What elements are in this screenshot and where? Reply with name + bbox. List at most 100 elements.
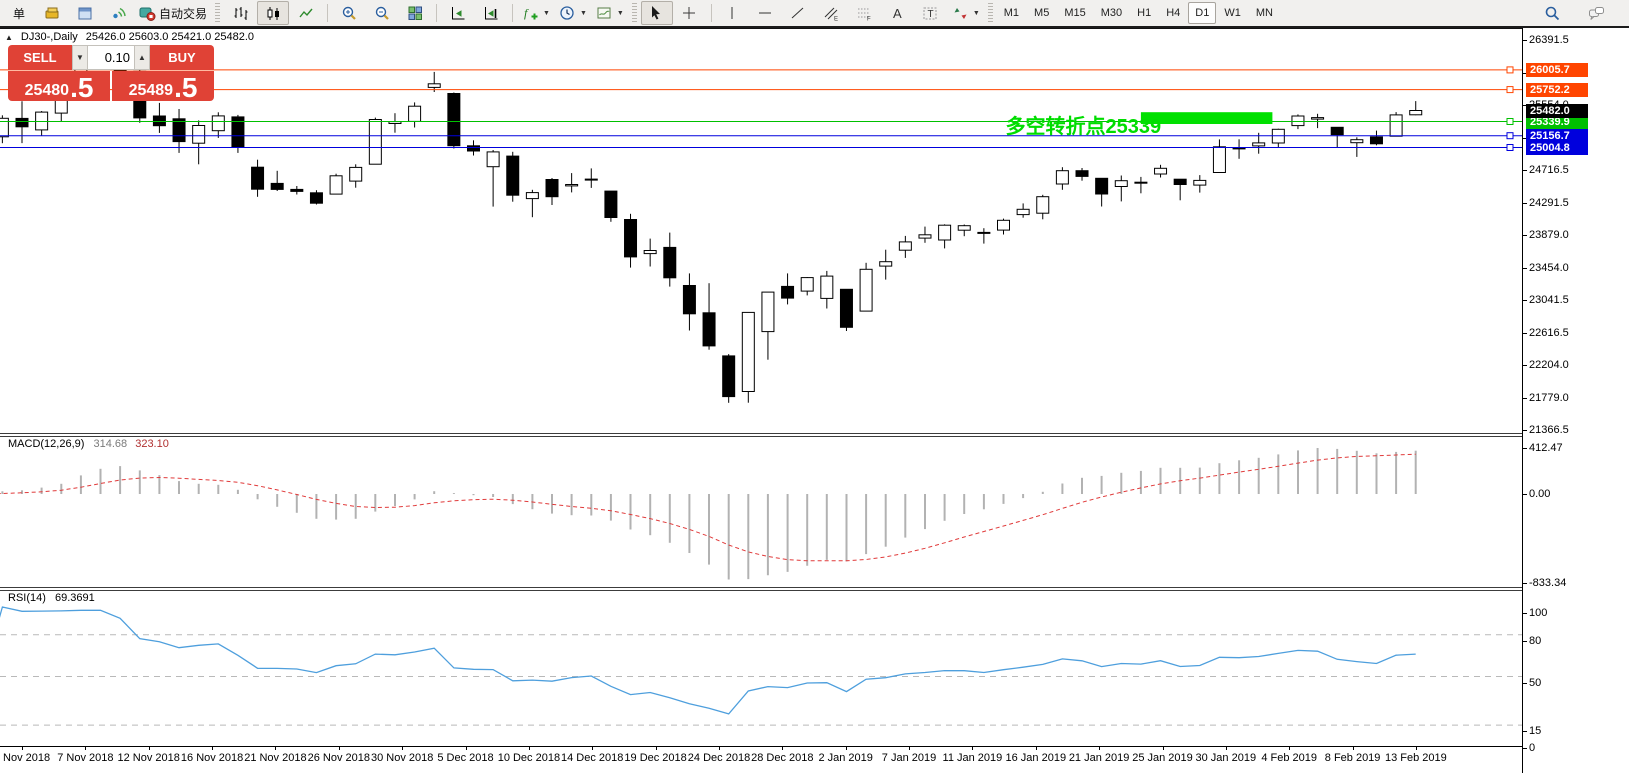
rsi-axis-label: 0 xyxy=(1529,742,1536,754)
timeframe-m15-button[interactable]: M15 xyxy=(1064,7,1086,19)
price-tick-label: 21779.0 xyxy=(1529,391,1569,404)
rsi-indicator-label: RSI(14) 69.3691 xyxy=(8,592,95,604)
signal-icon[interactable] xyxy=(102,1,134,25)
new-order-button[interactable]: 单 xyxy=(3,1,35,25)
date-tick-mark xyxy=(655,747,657,750)
arrows-icon[interactable]: ▼ xyxy=(948,1,984,25)
axis-tick-mark xyxy=(1523,613,1527,614)
chart-template-icon[interactable]: ▼ xyxy=(592,1,628,25)
chart-shift-icon[interactable] xyxy=(475,1,507,25)
date-label: 21 Nov 2018 xyxy=(244,752,307,764)
axis-tick-mark xyxy=(1523,267,1527,269)
rsi-axis-label: 50 xyxy=(1529,676,1542,689)
axis-tick-mark xyxy=(1523,169,1527,171)
date-label: 25 Jan 2019 xyxy=(1132,752,1193,764)
macd-indicator-label: MACD(12,26,9) 314.68 323.10 xyxy=(8,438,169,450)
date-tick-mark xyxy=(1415,747,1417,750)
date-tick-mark xyxy=(22,747,23,750)
autotrading-button[interactable]: 自动交易 xyxy=(135,1,211,25)
macd-main-value: 314.68 xyxy=(93,438,128,450)
periods-clock-icon[interactable]: ▼ xyxy=(555,1,591,25)
chat-icon[interactable] xyxy=(1580,1,1612,25)
date-label: 24 Dec 2018 xyxy=(687,752,751,764)
toolbar-grip xyxy=(215,3,221,23)
timeframe-w1-button[interactable]: W1 xyxy=(1224,7,1241,19)
text-label-icon[interactable]: T xyxy=(915,1,947,25)
svg-text:f: f xyxy=(524,6,529,20)
bar-chart-icon[interactable] xyxy=(224,1,256,25)
volume-input[interactable] xyxy=(88,46,134,69)
tile-windows-icon[interactable] xyxy=(399,1,431,25)
timeframe-m30-button[interactable]: M30 xyxy=(1100,7,1123,19)
line-chart-icon[interactable] xyxy=(290,1,322,25)
date-label: 2 Jan 2019 xyxy=(818,752,873,764)
date-label: 8 Feb 2019 xyxy=(1324,752,1381,764)
search-icon[interactable] xyxy=(1536,1,1568,25)
buy-price[interactable]: 25489 .5 xyxy=(112,71,214,104)
timeframe-h4-button[interactable]: H4 xyxy=(1166,7,1181,19)
price-tick-label: 22616.5 xyxy=(1529,326,1569,339)
price-level-tag: 25156.7 xyxy=(1526,128,1588,143)
timeframe-mn-button[interactable]: MN xyxy=(1255,7,1273,19)
panel-separator[interactable] xyxy=(0,587,1629,591)
zoom-in-icon[interactable] xyxy=(333,1,365,25)
sell-button[interactable]: SELL xyxy=(8,45,72,70)
volume-decrease-button[interactable]: ▼ xyxy=(73,46,88,69)
dropdown-caret-icon[interactable]: ▼ xyxy=(579,9,587,17)
date-tick-mark xyxy=(402,747,404,750)
macd-axis-label: -833.34 xyxy=(1529,577,1567,589)
collapse-panel-icon[interactable]: ▲ xyxy=(5,32,13,42)
date-tick-mark xyxy=(528,747,530,750)
vertical-line-icon[interactable] xyxy=(717,1,749,25)
date-tick-mark xyxy=(719,747,720,750)
axis-tick-mark xyxy=(1523,72,1527,74)
equidistant-channel-icon[interactable]: E xyxy=(816,1,848,25)
timeframe-d1-button[interactable]: D1 xyxy=(1188,2,1217,24)
dropdown-caret-icon[interactable]: ▼ xyxy=(543,9,550,17)
axis-tick-mark xyxy=(1523,40,1527,41)
macd-axis-label: 0.00 xyxy=(1529,488,1551,500)
cursor-icon[interactable] xyxy=(640,1,673,25)
volume-increase-button[interactable]: ▲ xyxy=(134,46,149,69)
auto-scroll-icon[interactable] xyxy=(442,1,474,25)
date-label: 12 Nov 2018 xyxy=(117,752,180,764)
buy-button[interactable]: BUY xyxy=(150,45,214,70)
date-tick-mark xyxy=(1162,747,1164,750)
candlestick-chart-icon[interactable] xyxy=(257,1,290,25)
price-axis[interactable]: 26391.525966.525554.025129.024716.524291… xyxy=(1522,28,1629,773)
date-tick-mark xyxy=(909,747,910,750)
date-tick-mark xyxy=(1352,747,1354,750)
timeframe-h1-button[interactable]: H1 xyxy=(1137,7,1152,19)
timeframe-m5-button[interactable]: M5 xyxy=(1034,7,1050,19)
trendline-icon[interactable] xyxy=(783,1,815,25)
navigator-icon[interactable] xyxy=(69,1,101,25)
sell-price[interactable]: 25480 .5 xyxy=(8,71,110,102)
axis-tick-mark xyxy=(1523,682,1527,684)
price-tick-label: 24291.5 xyxy=(1529,196,1569,209)
toolbar-separator xyxy=(436,4,438,22)
buy-price-frac: .5 xyxy=(174,72,198,104)
date-label: 16 Jan 2019 xyxy=(1005,752,1067,764)
indicators-add-icon[interactable]: f ▼ xyxy=(518,1,554,25)
date-label: 4 Feb 2019 xyxy=(1261,752,1318,764)
market-watch-icon[interactable] xyxy=(36,1,68,25)
timeframe-m1-button[interactable]: M1 xyxy=(1003,7,1020,19)
price-tick-label: 23454.0 xyxy=(1529,261,1569,274)
rsi-axis-label: 15 xyxy=(1529,725,1542,738)
panel-separator[interactable] xyxy=(0,433,1629,437)
dropdown-caret-icon[interactable]: ▼ xyxy=(972,9,980,17)
price-tick-label: 23879.0 xyxy=(1529,228,1569,241)
zoom-out-icon[interactable] xyxy=(366,1,398,25)
toolbar-right xyxy=(1536,1,1626,25)
crosshair-icon[interactable] xyxy=(674,1,706,25)
horizontal-line-icon[interactable] xyxy=(750,1,782,25)
text-icon[interactable]: A xyxy=(882,1,914,25)
fibonacci-icon[interactable]: F xyxy=(849,1,881,25)
date-label: 5 Dec 2018 xyxy=(437,752,494,764)
dropdown-caret-icon[interactable]: ▼ xyxy=(616,9,624,17)
chart-canvas[interactable]: 多空转折点25339 xyxy=(0,28,1522,746)
date-label: 26 Nov 2018 xyxy=(307,752,370,764)
ohlc-values: 25426.0 25603.0 25421.0 25482.0 xyxy=(85,31,254,43)
macd-name: MACD(12,26,9) xyxy=(8,438,85,450)
